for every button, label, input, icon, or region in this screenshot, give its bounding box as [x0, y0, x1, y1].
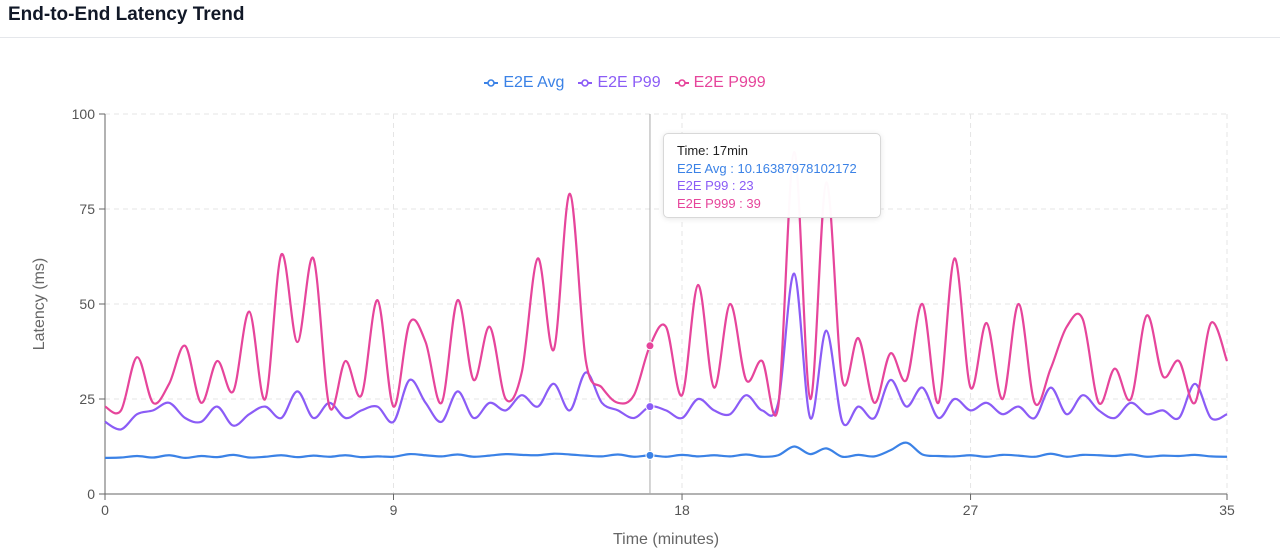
x-axis-title: Time (minutes) — [613, 531, 719, 548]
y-axis-title: Latency (ms) — [31, 258, 48, 350]
x-tick-label: 27 — [963, 502, 979, 518]
y-tick-label: 75 — [79, 201, 95, 217]
y-tick-label: 50 — [79, 296, 95, 312]
series-line-e2e-p999 — [104, 150, 1229, 417]
x-tick-label: 9 — [390, 502, 398, 518]
tooltip-p99-value: E2E P99 : 23 — [677, 178, 754, 193]
legend-item-e2e-p99[interactable]: E2E P99 — [578, 72, 661, 94]
legend-label: E2E P999 — [693, 74, 766, 91]
legend-item-e2e-avg[interactable]: E2E Avg — [484, 72, 564, 94]
hover-point-e2e-avg — [645, 450, 655, 460]
legend-item-e2e-p999[interactable]: E2E P999 — [674, 72, 766, 94]
legend-line-circle-icon — [674, 79, 689, 87]
y-tick-label: 0 — [87, 486, 95, 502]
legend-label: E2E Avg — [503, 74, 565, 91]
hover-tooltip: Time: 17min E2E Avg : 10.16387978102172 … — [663, 133, 881, 218]
series-line-e2e-p99 — [104, 272, 1228, 431]
legend-line-circle-icon — [484, 79, 499, 87]
y-tick-label: 25 — [79, 391, 95, 407]
page-title: End-to-End Latency Trend — [8, 4, 245, 25]
x-tick-label: 35 — [1219, 502, 1235, 518]
x-tick-label: 18 — [674, 502, 690, 518]
tooltip-p999-value: E2E P999 : 39 — [677, 195, 761, 211]
series-line-e2e-avg — [104, 441, 1228, 460]
axis-layer: 0 25 50 75 100 0 9 18 27 35 — [72, 106, 1235, 518]
series-layer — [104, 150, 1229, 460]
x-tick-label: 0 — [101, 502, 109, 518]
y-tick-label: 100 — [72, 106, 96, 122]
tooltip-avg-value: E2E Avg : 10.16387978102172 — [677, 160, 857, 176]
hover-point-e2e-p999 — [645, 341, 655, 351]
chart-legend: E2E Avg E2E P99 E2E P999 — [0, 72, 1250, 94]
hover-point-e2e-p99 — [645, 402, 655, 412]
tooltip-time: Time: 17min — [677, 143, 749, 158]
hover-layer — [645, 114, 655, 494]
legend-label: E2E P99 — [597, 74, 661, 91]
legend-line-circle-icon — [578, 79, 593, 87]
header-bar: End-to-End Latency Trend — [0, 0, 1280, 38]
